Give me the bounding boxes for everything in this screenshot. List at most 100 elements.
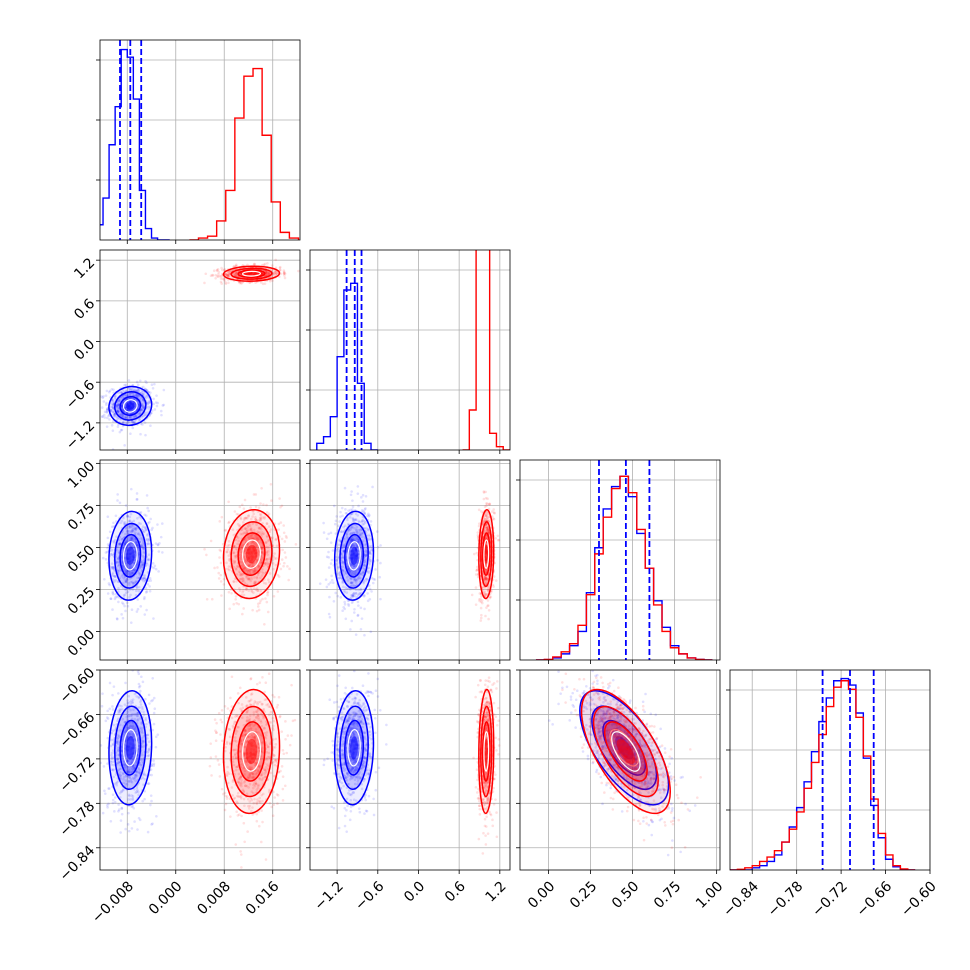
- scatter-point: [258, 513, 262, 516]
- scatter-point: [119, 428, 123, 432]
- scatter-point: [116, 617, 119, 621]
- y-tick-label: 0.0: [71, 337, 98, 364]
- scatter-point: [254, 534, 258, 537]
- scatter-point: [259, 561, 262, 565]
- scatter-point: [355, 579, 358, 582]
- scatter-point: [146, 534, 149, 537]
- scatter-point: [101, 556, 105, 560]
- scatter-point: [483, 577, 486, 581]
- scatter-point: [264, 540, 268, 544]
- scatter-point: [133, 421, 136, 425]
- scatter-point: [121, 388, 125, 392]
- scatter-point: [479, 510, 483, 513]
- scatter-point: [341, 569, 345, 572]
- scatter-point: [282, 269, 286, 272]
- scatter-point: [485, 528, 489, 532]
- scatter-point: [352, 573, 356, 576]
- scatter-point: [345, 576, 349, 579]
- scatter-point: [350, 619, 354, 623]
- scatter-point: [162, 388, 166, 392]
- scatter-point: [111, 571, 115, 575]
- scatter-point: [130, 487, 133, 491]
- scatter-point: [252, 587, 256, 591]
- scatter-point: [116, 417, 119, 421]
- scatter-point: [114, 578, 117, 582]
- scatter-point: [209, 274, 213, 278]
- scatter-point: [226, 274, 230, 277]
- scatter-point: [349, 564, 353, 567]
- scatter-point: [121, 420, 125, 424]
- scatter-point: [105, 408, 109, 412]
- scatter-point: [363, 520, 366, 523]
- scatter-point: [137, 521, 141, 525]
- scatter-point: [254, 281, 257, 284]
- scatter-point: [142, 547, 146, 551]
- scatter-point: [219, 561, 223, 565]
- scatter-point: [218, 556, 221, 559]
- scatter-point: [154, 401, 158, 404]
- scatter-point: [486, 528, 489, 531]
- scatter-point: [487, 528, 490, 532]
- scatter-point: [227, 275, 231, 279]
- scatter-point: [274, 537, 278, 541]
- scatter-point: [339, 515, 342, 518]
- scatter-point: [142, 393, 146, 396]
- scatter-point: [254, 580, 258, 584]
- scatter-point: [322, 521, 325, 525]
- scatter-point: [252, 541, 256, 544]
- scatter-point: [364, 549, 368, 553]
- scatter-point: [243, 527, 247, 531]
- scatter-point: [103, 410, 107, 414]
- scatter-point: [348, 516, 352, 519]
- scatter-point: [121, 616, 125, 620]
- scatter-point: [257, 506, 261, 509]
- histogram-step: [189, 67, 300, 240]
- scatter-point: [111, 448, 115, 450]
- scatter-point: [161, 404, 165, 407]
- scatter-point: [232, 551, 235, 555]
- scatter-point: [480, 595, 483, 598]
- scatter-point: [273, 270, 277, 274]
- scatter-point: [272, 272, 275, 276]
- scatter-point: [255, 576, 259, 580]
- scatter-point: [283, 271, 286, 275]
- scatter-point: [146, 733, 150, 737]
- scatter-point: [243, 566, 247, 570]
- scatter-point: [260, 547, 263, 550]
- scatter-point: [260, 531, 264, 534]
- scatter-point: [262, 532, 266, 535]
- scatter-point: [273, 271, 276, 275]
- scatter-point: [243, 272, 247, 276]
- scatter-point: [234, 597, 237, 601]
- scatter-point: [248, 528, 251, 532]
- scatter-point: [112, 574, 116, 578]
- scatter-point: [364, 579, 367, 583]
- scatter-point: [229, 269, 233, 273]
- scatter-point: [282, 270, 286, 274]
- scatter-point: [356, 492, 360, 495]
- scatter-point: [369, 630, 373, 634]
- scatter-point: [482, 490, 486, 493]
- scatter-point: [125, 394, 129, 398]
- scatter-point: [253, 581, 256, 584]
- scatter-point: [131, 700, 134, 704]
- scatter-point: [246, 543, 249, 546]
- scatter-point: [123, 542, 126, 545]
- scatter-point: [368, 560, 372, 564]
- scatter-point: [257, 526, 261, 530]
- scatter-point: [149, 424, 152, 428]
- scatter-point: [141, 385, 145, 389]
- scatter-point: [108, 530, 112, 534]
- scatter-point: [116, 406, 120, 410]
- scatter-point: [280, 504, 284, 508]
- scatter-point: [144, 538, 148, 541]
- scatter-point: [128, 525, 132, 528]
- scatter-point: [246, 525, 250, 529]
- scatter-point: [261, 551, 264, 554]
- scatter-point: [113, 394, 117, 398]
- scatter-point: [264, 541, 268, 545]
- scatter-point: [121, 395, 124, 399]
- scatter-point: [132, 389, 136, 392]
- scatter-point: [228, 559, 232, 563]
- scatter-point: [138, 572, 142, 575]
